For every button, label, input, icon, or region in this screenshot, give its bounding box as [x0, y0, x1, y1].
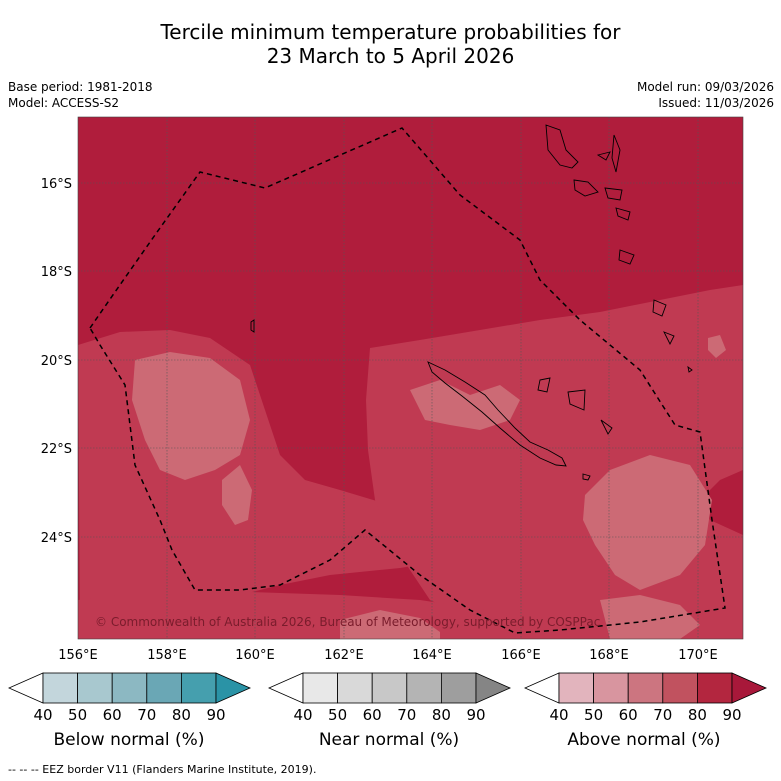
loyalty-islands: [582, 365, 693, 481]
colorbar-tick-label: 60: [619, 706, 638, 724]
colorbar-segment: [337, 672, 373, 704]
colorbar-tick-label: 90: [466, 706, 485, 724]
colorbar-tick-label: 70: [653, 706, 672, 724]
lon-label: 164°E: [412, 648, 452, 663]
lat-label: 22°S: [41, 442, 72, 457]
above-normal-label: Above normal (%): [567, 730, 721, 750]
vanuatu-islands: [537, 134, 675, 435]
lat-label: 20°S: [41, 354, 72, 369]
lat-label: 16°S: [41, 177, 72, 192]
issued-date: Issued: 11/03/2026: [658, 96, 774, 110]
title-line-1: Tercile minimum temperature probabilitie…: [160, 20, 621, 44]
colorbar-segment: [406, 672, 442, 704]
above-normal-60-patch-south: [340, 610, 440, 639]
lon-label: 162°E: [324, 648, 364, 663]
colorbar-tick-label: 80: [432, 706, 451, 724]
colorbar-segment: [593, 672, 629, 704]
colorbar-segment: [180, 672, 217, 704]
colorbar-tick-label: 40: [33, 706, 52, 724]
colorbar-segment: [558, 672, 594, 704]
lon-labels: 156°E 158°E 160°E 162°E 164°E 166°E 168°…: [58, 648, 718, 663]
colorbar-tick-label: 80: [688, 706, 707, 724]
colorbar-extend-low: [524, 672, 560, 704]
above-normal-60-patch-east: [583, 455, 712, 590]
lon-label: 160°E: [235, 648, 275, 663]
colorbar-tick-label: 90: [722, 706, 741, 724]
lat-label: 18°S: [41, 265, 72, 280]
colorbar-tick-label: 40: [293, 706, 312, 724]
title-line-2: 23 March to 5 April 2026: [266, 44, 515, 68]
above-normal-60-patch-small: [708, 335, 726, 358]
above-normal-60-patch-center: [410, 380, 520, 430]
above-normal-70-region-south: [78, 590, 600, 639]
model-name: Model: ACCESS-S2: [8, 96, 120, 110]
colorbar-tick-label: 50: [328, 706, 347, 724]
colorbars: 40 50 60 70 80 90 40 50 60 70 80 90 40 50 60 70 80 90: [8, 672, 767, 724]
colorbar-tick-label: 70: [397, 706, 416, 724]
small-islet: [250, 319, 255, 333]
new-caledonia: [427, 361, 567, 467]
colorbar-tick-label: 50: [584, 706, 603, 724]
colorbar-extend-high: [215, 672, 251, 704]
above-normal-60-patch-mid: [222, 465, 252, 525]
vanuatu-north: [545, 124, 579, 169]
colorbar-extend-low: [8, 672, 44, 704]
map-frame: [77, 116, 744, 640]
colorbar-segment: [697, 672, 733, 704]
lat-labels: 16°S 18°S 20°S 22°S 24°S: [41, 177, 72, 546]
colorbar-segment: [111, 672, 148, 704]
colorbar-extend-high: [475, 672, 511, 704]
colorbar-segment: [440, 672, 477, 704]
colorbar-extend-high: [731, 672, 767, 704]
copyright-notice: © Commonwealth of Australia 2026, Bureau…: [95, 615, 600, 629]
colorbar-segment: [146, 672, 182, 704]
eez-footer-note: -- -- -- EEZ border V11 (Flanders Marine…: [8, 763, 317, 776]
above-normal-60-patch-se: [600, 595, 700, 639]
below-normal-label: Below normal (%): [53, 730, 205, 750]
colorbar-0: 40 50 60 70 80 90: [8, 672, 251, 724]
model-run: Model run: 09/03/2026: [636, 80, 774, 94]
gridlines: [78, 117, 743, 639]
lat-label: 24°S: [41, 531, 72, 546]
colorbar-segment: [77, 672, 113, 704]
colorbar-tick-label: 80: [172, 706, 191, 724]
near-normal-label: Near normal (%): [318, 730, 460, 750]
lon-label: 170°E: [678, 648, 718, 663]
coastlines: [250, 124, 693, 481]
base-period: Base period: 1981-2018: [8, 80, 153, 94]
colorbar-tick-label: 60: [363, 706, 382, 724]
colorbar-segment: [302, 672, 338, 704]
colorbar-1: 40 50 60 70 80 90: [268, 672, 511, 724]
lon-label: 168°E: [589, 648, 629, 663]
probability-field: [78, 117, 743, 639]
lon-label: 156°E: [58, 648, 98, 663]
colorbar-segment: [371, 672, 408, 704]
colorbar-segment: [42, 672, 78, 704]
colorbar-tick-label: 40: [549, 706, 568, 724]
colorbar-tick-label: 50: [68, 706, 87, 724]
colorbar-tick-label: 60: [103, 706, 122, 724]
colorbar-segment: [662, 672, 698, 704]
lon-label: 166°E: [501, 648, 541, 663]
colorbar-segment: [627, 672, 664, 704]
eez-border: [89, 127, 726, 634]
colorbar-tick-label: 70: [137, 706, 156, 724]
colorbar-2: 40 50 60 70 80 90: [524, 672, 767, 724]
lon-label: 158°E: [147, 648, 187, 663]
colorbar-tick-label: 90: [206, 706, 225, 724]
colorbar-extend-low: [268, 672, 304, 704]
